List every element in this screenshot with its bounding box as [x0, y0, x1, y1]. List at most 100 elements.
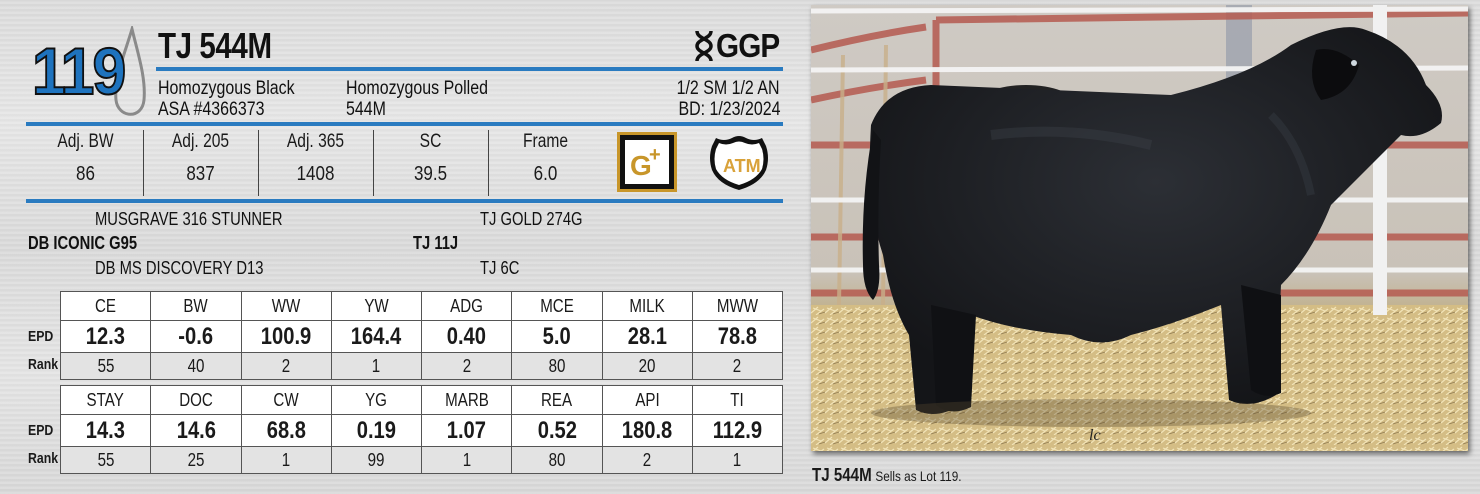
epd-rank-row: 55 25 1 99 1 80 2 1	[59, 446, 784, 474]
epd-value: 100.9	[240, 320, 332, 353]
epd-header: BW	[150, 291, 242, 321]
epd-value: -0.6	[150, 320, 242, 353]
epd-header: CW	[240, 385, 332, 415]
stat-frame: Frame 6.0	[488, 126, 603, 198]
epd-header-row: STAY DOC CW YG MARB REA API TI	[59, 385, 784, 415]
epd-rank: 1	[240, 446, 332, 474]
rank-row-label: Rank	[28, 356, 59, 373]
epd-header-row: CE BW WW YW ADG MCE MILK MWW	[59, 291, 784, 321]
lot-number: 119	[31, 34, 127, 108]
stat-adj-365: Adj. 365 1408	[258, 126, 373, 198]
epd-rank: 55	[59, 446, 152, 474]
epd-rank: 20	[601, 352, 693, 380]
ggp-logo-text: GGP	[716, 27, 780, 64]
animal-name: TJ 544M	[158, 25, 272, 66]
stat-label: Frame	[522, 131, 569, 152]
pedigree-sire: DB ICONIC G95	[28, 233, 138, 253]
epd-rank: 80	[511, 352, 603, 380]
epd-header: ADG	[420, 291, 513, 321]
pedigree-dam-dam: TJ 6C	[480, 258, 520, 278]
epd-value: 5.0	[511, 320, 603, 353]
epd-value: 28.1	[601, 320, 693, 353]
epd-header: WW	[240, 291, 332, 321]
polled-genotype: Homozygous Polled	[346, 78, 488, 99]
stat-sc: SC 39.5	[373, 126, 488, 198]
stat-adj-bw: Adj. BW 86	[28, 126, 143, 198]
epd-header: MWW	[691, 291, 784, 321]
epd-row-label: EPD	[28, 422, 54, 439]
svg-text:ATM: ATM	[723, 156, 761, 176]
pedigree-sire-dam: DB MS DISCOVERY D13	[95, 258, 264, 278]
epd-value-row: 14.3 14.6 68.8 0.19 1.07 0.52 180.8 112.…	[59, 414, 784, 447]
epd-rank: 2	[420, 352, 513, 380]
epd-header: CE	[59, 291, 152, 321]
epd-rank: 1	[691, 446, 784, 474]
stat-label: Adj. 365	[286, 131, 345, 152]
epd-rank: 40	[150, 352, 242, 380]
birth-date: BD: 1/23/2024	[677, 99, 780, 120]
epd-header: MILK	[601, 291, 693, 321]
epd-value-row: 12.3 -0.6 100.9 164.4 0.40 5.0 28.1 78.8	[59, 320, 784, 353]
epd-rank: 25	[150, 446, 242, 474]
stats-bottom-divider	[26, 199, 783, 203]
photo-caption: TJ 544M Sells as Lot 119.	[812, 465, 962, 486]
epd-header: API	[601, 385, 693, 415]
epd-rank: 2	[691, 352, 784, 380]
stat-value: 86	[76, 163, 95, 185]
epd-rank: 80	[511, 446, 603, 474]
epd-rank: 99	[330, 446, 423, 474]
epd-header: TI	[691, 385, 784, 415]
gplus-badge-icon: G +	[617, 132, 677, 192]
epd-value: 1.07	[420, 414, 513, 447]
caption-animal-name: TJ 544M	[812, 465, 872, 485]
epd-header: MCE	[511, 291, 603, 321]
epd-header: YW	[330, 291, 423, 321]
breed-composition: 1/2 SM 1/2 AN	[677, 78, 780, 99]
epd-value: 12.3	[59, 320, 152, 353]
epd-rank: 1	[420, 446, 513, 474]
epd-value: 14.6	[150, 414, 242, 447]
registration-number: ASA #4366373	[158, 99, 265, 120]
header-divider	[156, 67, 783, 71]
teardrop-icon	[114, 26, 146, 116]
stat-label: Adj. 205	[171, 131, 230, 152]
stat-value: 6.0	[533, 163, 558, 185]
epd-rank: 55	[59, 352, 152, 380]
stat-label: Adj. BW	[57, 131, 114, 152]
epd-value: 112.9	[691, 414, 784, 447]
epd-header: MARB	[420, 385, 513, 415]
black-bull-photo: lc	[811, 5, 1468, 451]
epd-rank: 1	[330, 352, 423, 380]
svg-text:G: G	[630, 150, 652, 181]
stats-top-divider	[26, 122, 783, 126]
stat-value: 39.5	[413, 163, 448, 185]
caption-text: Sells as Lot 119.	[875, 468, 962, 484]
epd-header: YG	[330, 385, 423, 415]
stat-adj-205: Adj. 205 837	[143, 126, 258, 198]
epd-value: 0.19	[330, 414, 423, 447]
epd-rank: 2	[240, 352, 332, 380]
dna-helix-icon	[695, 30, 713, 62]
epd-value: 78.8	[691, 320, 784, 353]
epd-rank: 2	[601, 446, 693, 474]
epd-value: 180.8	[601, 414, 693, 447]
tattoo: 544M	[346, 99, 386, 120]
epd-value: 164.4	[330, 320, 423, 353]
svg-text:+: +	[649, 144, 661, 166]
pedigree-dam-sire: TJ GOLD 274G	[480, 209, 583, 229]
bull-photo: lc	[811, 5, 1468, 451]
epd-table-production: CE BW WW YW ADG MCE MILK MWW 12.3 -0.6 1…	[59, 291, 784, 380]
epd-table-carcass: STAY DOC CW YG MARB REA API TI 14.3 14.6…	[59, 385, 784, 474]
coat-genotype: Homozygous Black	[158, 78, 295, 99]
epd-value: 68.8	[240, 414, 332, 447]
epd-header: REA	[511, 385, 603, 415]
epd-value: 14.3	[59, 414, 152, 447]
stat-label: SC	[419, 131, 442, 152]
pedigree-sire-sire: MUSGRAVE 316 STUNNER	[95, 209, 283, 229]
atm-badge-icon: ATM	[710, 136, 768, 190]
epd-value: 0.40	[420, 320, 513, 353]
epd-row-label: EPD	[28, 328, 54, 345]
rank-row-label: Rank	[28, 450, 59, 467]
pedigree-dam: TJ 11J	[413, 233, 459, 253]
epd-header: STAY	[59, 385, 152, 415]
